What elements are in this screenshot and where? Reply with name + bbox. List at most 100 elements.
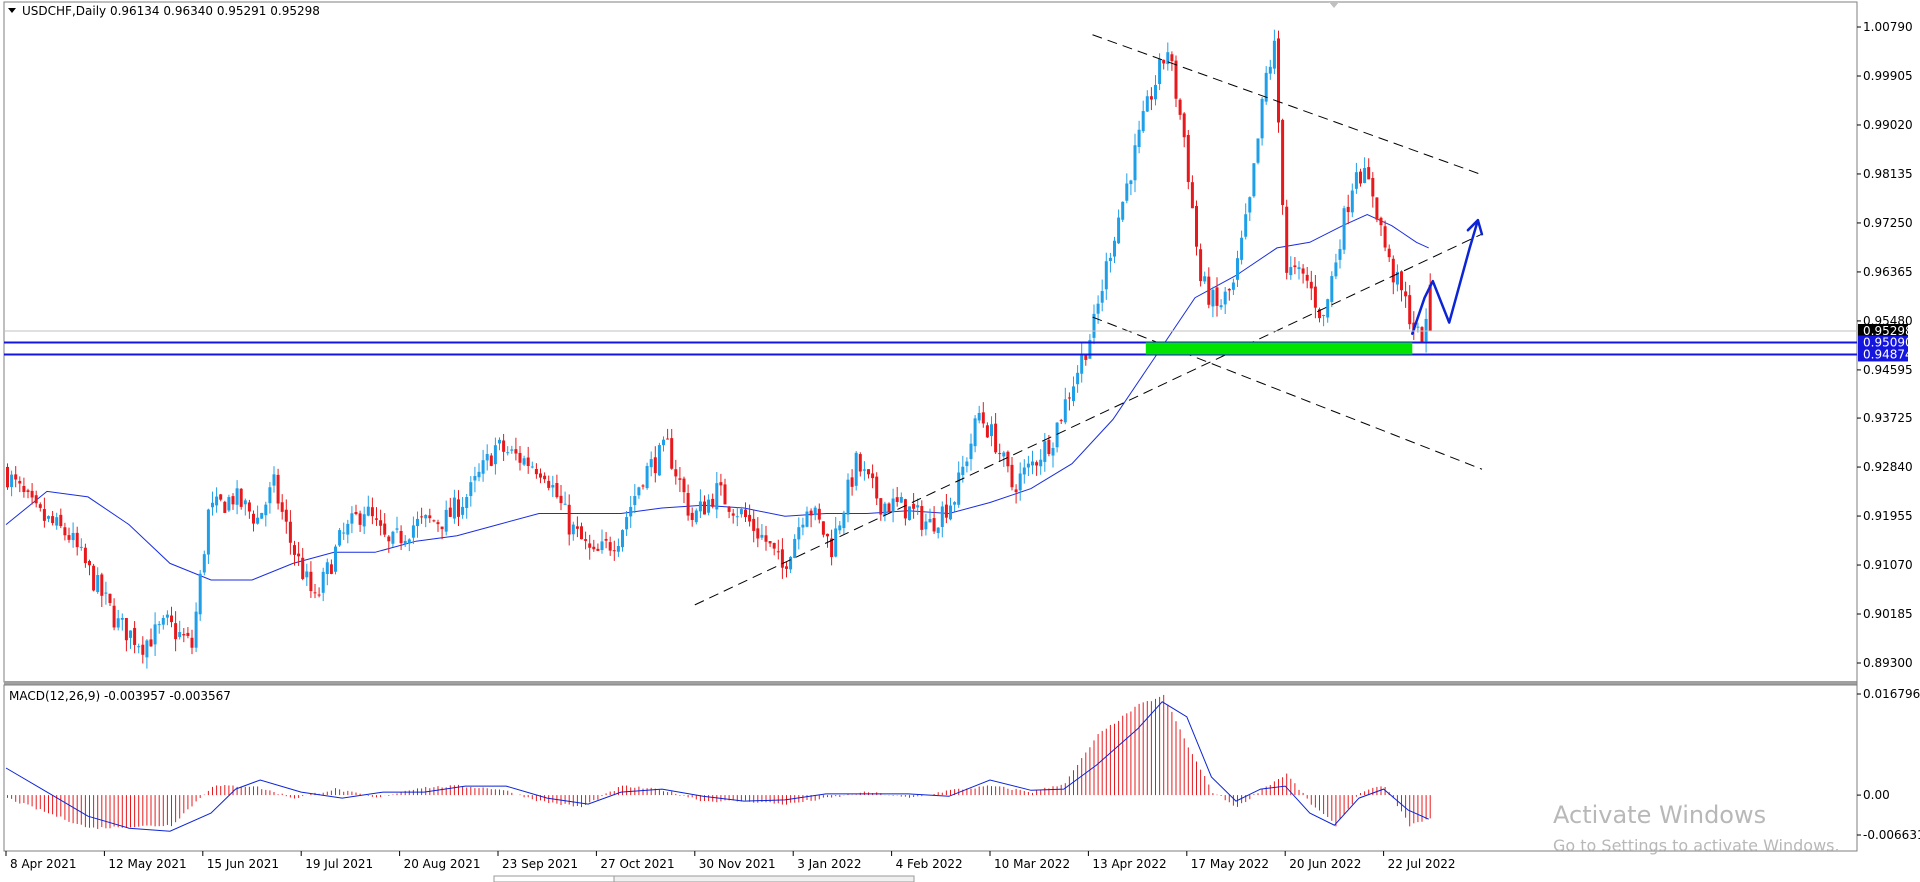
menu-triangle-icon[interactable] (8, 8, 16, 13)
candle-body (801, 524, 805, 528)
candle-up (366, 495, 370, 517)
candle-body (858, 454, 862, 472)
candle-up (1076, 365, 1080, 393)
candle-body (1100, 291, 1104, 303)
candle-body (1178, 99, 1182, 115)
candle-down (1006, 450, 1010, 473)
candle-down (830, 529, 834, 566)
candle-body (690, 512, 694, 520)
candle-down (18, 476, 22, 493)
candle-body (1129, 180, 1133, 185)
candle-down (354, 504, 358, 516)
candle-body (883, 503, 887, 516)
candle-body (1236, 258, 1239, 280)
candle-body (518, 452, 522, 463)
candle-down (489, 453, 493, 467)
candle-up (862, 461, 866, 481)
candle-down (727, 505, 731, 519)
candle-body (867, 469, 870, 475)
candle-up (1145, 90, 1149, 113)
candle-down (748, 504, 752, 527)
candle-body (1018, 473, 1022, 491)
candle-down (768, 541, 772, 547)
candle-up (965, 457, 969, 473)
candle-down (678, 466, 682, 492)
candle-body (268, 487, 272, 504)
candle-down (231, 493, 235, 510)
candle-down (1285, 199, 1289, 280)
candle-up (165, 610, 169, 626)
candle-up (621, 529, 624, 552)
candle-body (1260, 98, 1264, 139)
price-tick-label: 1.00790 (1863, 20, 1913, 34)
support-zone-rect[interactable] (1145, 342, 1413, 355)
candle-up (928, 508, 932, 523)
rising-trendline[interactable] (694, 233, 1483, 606)
candle-up (957, 461, 961, 508)
candle-body (1301, 268, 1305, 274)
candle-body (1387, 248, 1391, 258)
candle-down (1207, 267, 1211, 309)
candle-down (1174, 55, 1178, 107)
candle-down (1162, 59, 1166, 70)
tab-right[interactable] (613, 875, 915, 882)
candle-down (547, 475, 551, 491)
candle-body (379, 520, 383, 526)
candle-body (329, 564, 333, 574)
candle-down (994, 413, 998, 454)
candle-body (678, 478, 682, 480)
candle-body (994, 423, 998, 453)
candle-body (1174, 60, 1178, 99)
candle-up (116, 609, 120, 631)
date-tick-label: 22 Jul 2022 (1388, 857, 1456, 871)
forecast-arrow-line[interactable] (1411, 218, 1480, 335)
candle-body (887, 503, 891, 513)
candle-down (756, 517, 760, 548)
moving-average-line (5, 214, 1429, 581)
candle-up (1272, 29, 1276, 75)
candle-body (826, 533, 829, 537)
candle-body (79, 546, 83, 548)
candle-body (1391, 258, 1395, 283)
forecast-arrowhead-icon[interactable] (1466, 218, 1484, 236)
candle-body (1154, 84, 1157, 100)
candle-body (1108, 257, 1112, 262)
date-tick-label: 4 Feb 2022 (896, 857, 963, 871)
candle-down (1359, 168, 1362, 187)
candle-down (817, 503, 821, 524)
candle-down (75, 526, 79, 556)
candle-up (96, 567, 100, 594)
candle-up (424, 514, 428, 528)
candle-up (633, 484, 637, 513)
candle-up (891, 488, 895, 523)
candle-body (940, 506, 944, 527)
candle-body (780, 549, 784, 568)
candle-down (502, 433, 506, 461)
activation-watermark-title: Activate Windows (1553, 801, 1766, 829)
resistance-trendline[interactable] (1092, 34, 1483, 176)
shift-marker-icon[interactable] (1329, 2, 1339, 8)
candle-down (26, 488, 30, 499)
candle-body (354, 511, 358, 515)
candle-down (903, 498, 907, 526)
candle-body (469, 482, 473, 497)
candle-up (1334, 253, 1338, 280)
tab-left[interactable] (493, 875, 615, 882)
candle-up (916, 498, 920, 516)
candle-body (793, 538, 797, 559)
candle-body (727, 506, 731, 512)
candle-body (633, 496, 637, 506)
candle-body (436, 522, 440, 525)
candle-body (1223, 291, 1227, 305)
candle-down (534, 463, 538, 479)
candle-body (383, 523, 387, 535)
candle-down (239, 488, 243, 510)
candle-body (153, 624, 157, 645)
candle-body (924, 521, 928, 530)
panel-separator[interactable] (4, 681, 1857, 685)
candle-body (30, 490, 34, 498)
candle-body (145, 640, 149, 658)
candle-up (1018, 462, 1022, 501)
candle-down (309, 561, 313, 598)
